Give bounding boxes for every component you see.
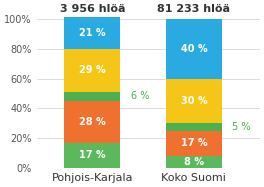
Text: 5 %: 5 % (232, 122, 251, 132)
Text: 81 233 hlöä: 81 233 hlöä (157, 4, 230, 14)
Text: 40 %: 40 % (181, 44, 207, 54)
Bar (166, 79, 222, 123)
Text: 3 956 hlöä: 3 956 hlöä (60, 4, 125, 14)
Text: 8 %: 8 % (184, 157, 204, 167)
Bar (166, 156, 222, 168)
Bar (166, 131, 222, 156)
Text: 6 %: 6 % (131, 91, 149, 101)
Bar (64, 101, 120, 143)
Text: 17 %: 17 % (79, 150, 106, 160)
Text: 29 %: 29 % (79, 65, 106, 75)
Text: 21 %: 21 % (79, 28, 106, 38)
Text: 30 %: 30 % (181, 96, 207, 106)
Bar (166, 19, 222, 79)
Bar (166, 123, 222, 131)
Bar (64, 143, 120, 168)
Bar (64, 49, 120, 92)
Text: 17 %: 17 % (181, 138, 207, 148)
Bar (64, 17, 120, 49)
Bar (64, 92, 120, 101)
Text: 28 %: 28 % (79, 117, 106, 127)
